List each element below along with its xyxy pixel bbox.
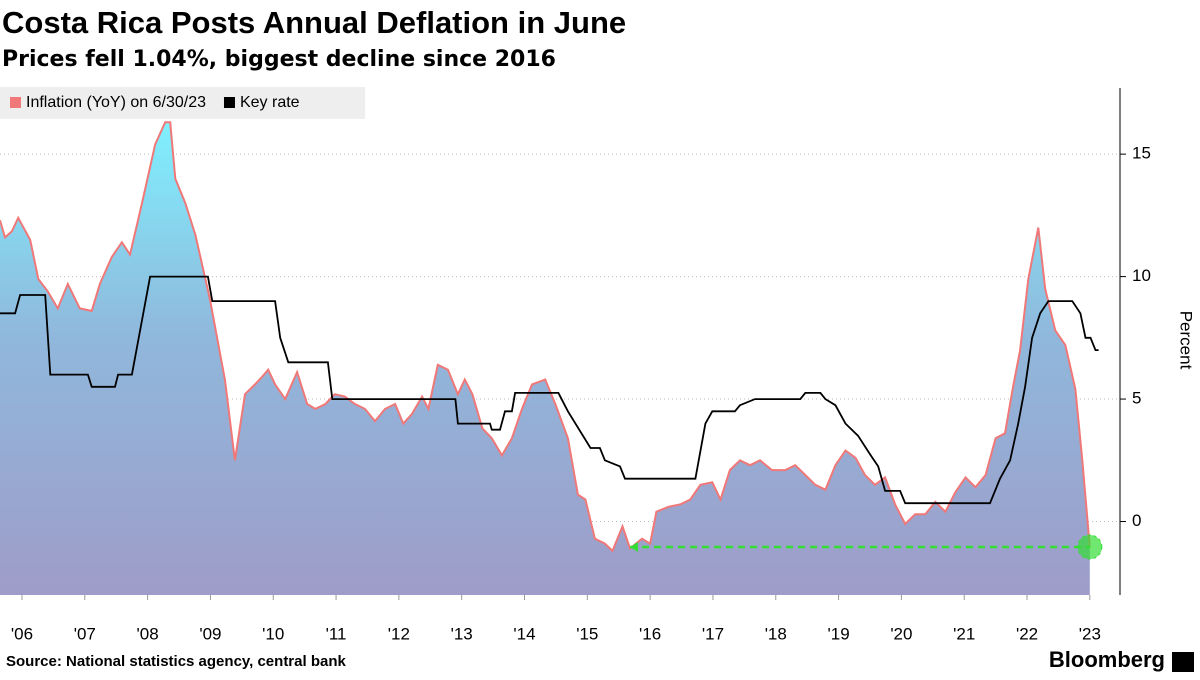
- brand-icon: [1172, 652, 1194, 672]
- y-tick-label: 5: [1132, 389, 1141, 408]
- x-tick-label: '16: [639, 624, 661, 643]
- x-tick-label: '17: [702, 624, 724, 643]
- y-axis-label: Percent: [1177, 311, 1196, 370]
- x-tick-label: '08: [137, 624, 159, 643]
- x-tick-label: '09: [199, 624, 221, 643]
- x-tick-label: '15: [576, 624, 598, 643]
- legend-label: Key rate: [240, 94, 300, 111]
- x-tick-label: '18: [765, 624, 787, 643]
- legend-swatch: [10, 97, 21, 108]
- legend: Inflation (YoY) on 6/30/23 Key rate: [10, 94, 300, 111]
- line: [0, 121, 1091, 553]
- x-tick-label: '20: [890, 624, 912, 643]
- source: Source: National statistics agency, cent…: [6, 653, 346, 670]
- brand: Bloomberg: [1049, 647, 1165, 672]
- x-tick-label: '10: [262, 624, 284, 643]
- x-tick-label: '23: [1079, 624, 1101, 643]
- x-tick-label: '22: [1016, 624, 1038, 643]
- x-tick-label: '19: [828, 624, 850, 643]
- y-tick-label: 0: [1132, 511, 1141, 530]
- line: [0, 275, 1099, 505]
- chart-title: Costa Rica Posts Annual Deflation in Jun…: [2, 5, 626, 40]
- chart-subtitle: Prices fell 1.04%, biggest decline since…: [2, 47, 556, 72]
- legend-box: [0, 87, 365, 119]
- x-tick-label: '14: [513, 624, 535, 643]
- x-tick-label: '06: [11, 624, 33, 643]
- reference-marker: [1077, 534, 1103, 560]
- legend-label: Inflation (YoY) on 6/30/23: [26, 94, 206, 111]
- plot-area: 0 5 10 15 '06 '07 '08 '09 '10 '11 '12 '13 '14 '15 '16 '…: [0, 88, 1151, 643]
- x-tick-label: '13: [451, 624, 473, 643]
- x-tick-label: '12: [388, 624, 410, 643]
- area: [0, 122, 1090, 596]
- x-tick-label: '11: [326, 624, 347, 643]
- x-tick-label: '07: [74, 624, 96, 643]
- reference-arrow: [630, 541, 639, 552]
- y-tick-label: 10: [1132, 266, 1151, 285]
- x-tick-label: '21: [953, 624, 975, 643]
- y-tick-label: 15: [1132, 144, 1151, 163]
- legend-swatch: [223, 97, 235, 108]
